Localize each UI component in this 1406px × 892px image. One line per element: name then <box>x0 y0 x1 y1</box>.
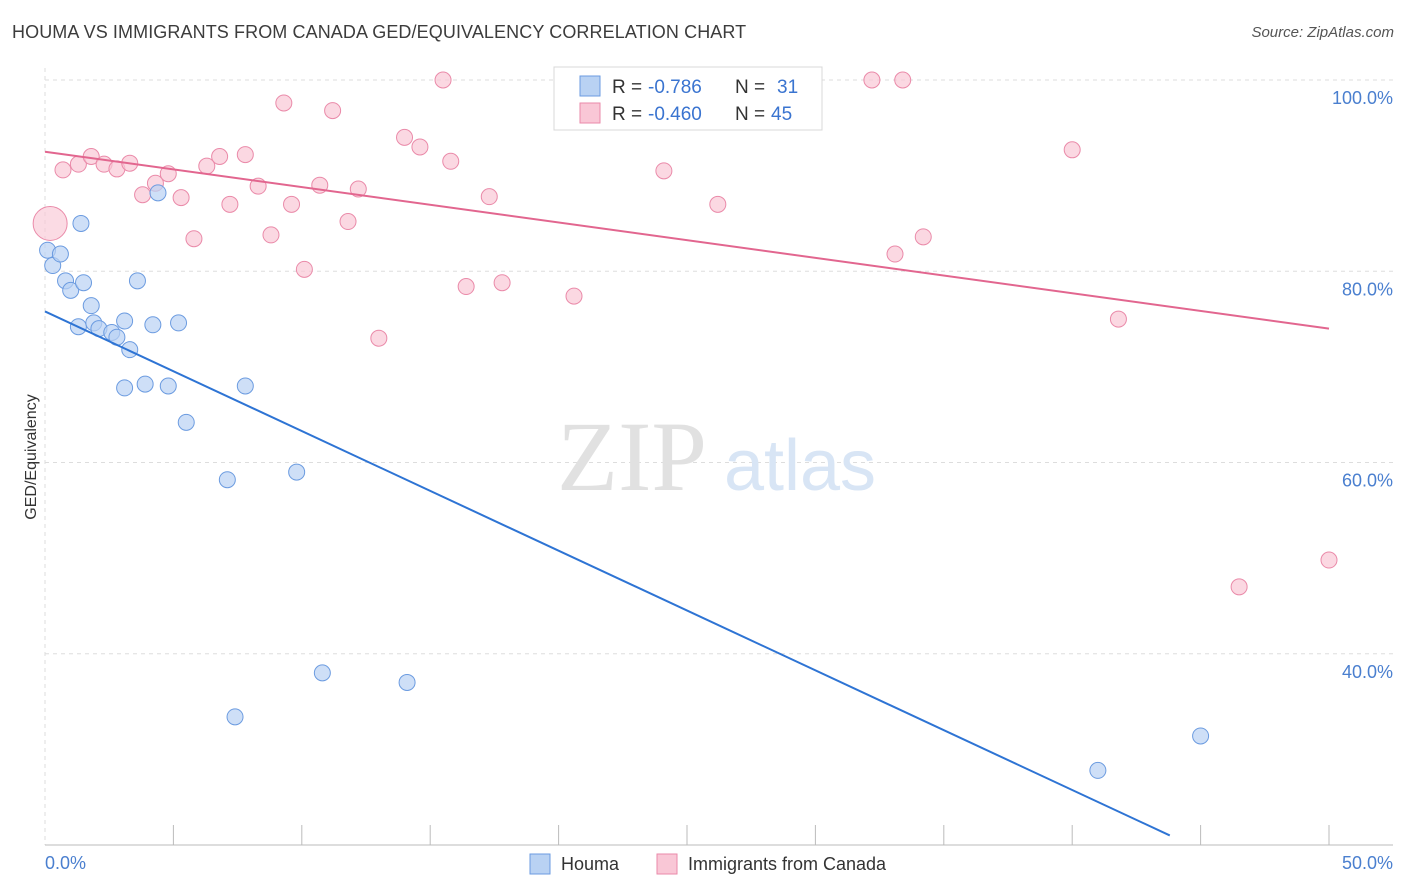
x-axis-ticks <box>172 825 1330 845</box>
legend-houma-swatch <box>579 75 601 97</box>
canada-point <box>172 189 190 207</box>
canada-point <box>324 102 342 120</box>
houma-point <box>1192 727 1210 745</box>
houma-point <box>116 312 134 330</box>
bottom-legend: Houma Immigrants from Canada <box>529 853 887 875</box>
legend-canada-n-value: 45 <box>771 104 792 125</box>
canada-point <box>480 188 498 206</box>
canada-point <box>262 226 280 244</box>
houma-point <box>218 471 236 489</box>
canada-trend-line <box>44 150 1330 330</box>
y-tick-label: 80.0% <box>1342 279 1393 299</box>
canada-point <box>493 274 511 292</box>
canada-point <box>565 287 583 305</box>
bottom-legend-canada-label: Immigrants from Canada <box>688 854 887 874</box>
canada-point <box>134 186 152 204</box>
legend-canada-r-label: R = <box>612 104 642 125</box>
canada-point <box>442 152 460 170</box>
y-tick-label: 40.0% <box>1342 662 1393 682</box>
chart-source: Source: ZipAtlas.com <box>1251 24 1394 41</box>
y-tick-label: 100.0% <box>1332 88 1393 108</box>
houma-point <box>75 274 93 292</box>
canada-point <box>236 146 254 164</box>
grid-lines <box>44 68 1393 845</box>
legend-houma-r-label: R = <box>612 77 642 98</box>
houma-point <box>51 245 69 263</box>
legend-canada-swatch <box>579 102 601 124</box>
canada-point <box>283 195 301 213</box>
houma-point <box>159 377 177 395</box>
legend-houma-n-value: 31 <box>777 77 798 98</box>
houma-point <box>144 316 162 334</box>
canada-point <box>32 205 68 241</box>
x-tick-label-min: 0.0% <box>45 853 86 873</box>
canada-point <box>211 148 229 165</box>
houma-point <box>136 375 154 393</box>
canada-point <box>457 278 475 296</box>
legend-box: R = -0.786 N = 31 R = -0.460 N = 45 <box>553 66 823 131</box>
canada-point <box>370 329 388 347</box>
canada-point <box>54 161 72 179</box>
houma-point <box>72 214 90 232</box>
canada-point <box>295 260 313 278</box>
houma-point <box>121 341 139 359</box>
legend-houma-r-value: -0.786 <box>648 77 702 98</box>
canada-point <box>655 162 673 180</box>
bottom-legend-canada-swatch <box>656 853 678 875</box>
houma-point <box>226 708 244 726</box>
canada-point <box>863 71 881 89</box>
canada-point <box>1063 141 1081 159</box>
houma-point <box>170 314 188 332</box>
canada-point <box>1230 578 1248 596</box>
houma-point <box>82 297 100 315</box>
canada-point <box>396 128 414 146</box>
canada-point <box>349 180 367 198</box>
canada-point <box>411 138 429 156</box>
canada-point <box>434 71 452 89</box>
houma-point <box>398 673 416 691</box>
houma-trend-line <box>44 310 1171 837</box>
legend-canada-r-value: -0.460 <box>648 104 702 125</box>
canada-point <box>914 228 932 246</box>
watermark-atlas: atlas <box>724 426 876 506</box>
houma-point <box>313 664 331 682</box>
canada-point <box>339 213 357 231</box>
y-axis-title: GED/Equivalency <box>23 394 40 519</box>
canada-point <box>221 195 239 213</box>
y-axis-tick-labels: 40.0% 60.0% 80.0% 100.0% <box>1332 88 1393 682</box>
series-houma-points <box>39 184 1210 779</box>
bottom-legend-houma-label: Houma <box>561 854 620 874</box>
houma-point <box>177 413 195 431</box>
houma-point <box>128 272 146 290</box>
chart-title: HOUMA VS IMMIGRANTS FROM CANADA GED/EQUI… <box>12 22 747 42</box>
watermark-zip: ZIP <box>557 401 707 512</box>
canada-point <box>709 195 727 213</box>
y-tick-label: 60.0% <box>1342 471 1393 491</box>
houma-point <box>149 184 167 202</box>
canada-point <box>894 71 912 89</box>
canada-point <box>1320 551 1338 569</box>
houma-point <box>236 377 254 395</box>
bottom-legend-houma-swatch <box>529 853 551 875</box>
x-tick-label-max: 50.0% <box>1342 853 1393 873</box>
legend-canada-n-label: N = <box>735 104 765 125</box>
legend-houma-n-label: N = <box>735 77 765 98</box>
houma-point <box>116 379 134 397</box>
series-canada-points <box>32 71 1338 596</box>
houma-point <box>1089 761 1107 779</box>
houma-point <box>62 281 80 299</box>
canada-point <box>1109 310 1127 328</box>
canada-point <box>275 94 293 112</box>
canada-point <box>185 230 203 248</box>
houma-point <box>288 463 306 481</box>
canada-point <box>886 245 904 263</box>
